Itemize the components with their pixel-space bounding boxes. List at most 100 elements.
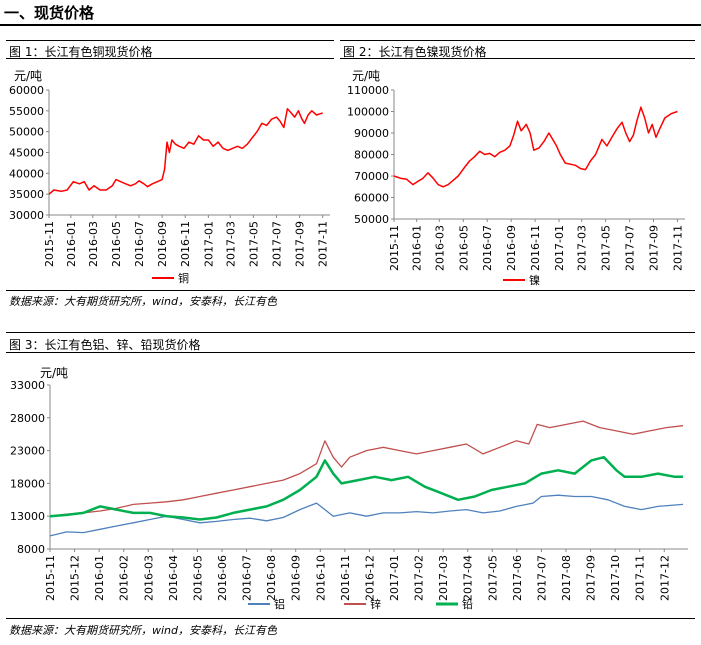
fig3-y-tick-label: 18000 (10, 477, 45, 490)
fig2-x-tick-label: 2017-09 (648, 225, 661, 271)
fig3-x-tick-label: 2016-06 (216, 555, 229, 601)
fig2-y-tick-label: 60000 (354, 192, 389, 205)
fig2-legend-label-nickel: 镍 (529, 273, 540, 287)
fig2-bottom-rule (340, 58, 695, 59)
fig1-y-tick-label: 30000 (9, 209, 44, 222)
fig2-x-tick-label: 2017-03 (576, 225, 589, 271)
fig3-source-rule (6, 618, 695, 619)
fig3-legend-label-lead: 铅 (462, 597, 473, 611)
fig3-x-tick-label: 2016-05 (191, 555, 204, 601)
fig1-x-tick-label: 2016-09 (156, 221, 169, 267)
fig2-y-tick-label: 110000 (347, 84, 389, 97)
fig2-title: 图 2：长江有色镍现货价格 (343, 45, 487, 59)
fig3-x-tick-label: 2016-03 (142, 555, 155, 601)
fig3-x-tick-label: 2015-12 (69, 555, 82, 601)
fig3-y-tick-label: 8000 (17, 543, 45, 556)
fig3-x-tick-label: 2017-06 (511, 555, 524, 601)
fig3-x-tick-label: 2017-09 (585, 555, 598, 601)
fig3-x-tick-label: 2015-11 (44, 555, 57, 601)
fig3-unit-label: 元/吨 (40, 366, 68, 380)
fig3-series-lead (49, 455, 683, 521)
fig3-x-tick-label: 2017-07 (535, 555, 548, 601)
fig2-series-nickel (393, 106, 678, 188)
fig2-x-tick-label: 2017-01 (553, 225, 566, 271)
fig2-y-tick-label: 50000 (354, 213, 389, 226)
fig3-x-tick-label: 2016-08 (265, 555, 278, 601)
fig1-y-tick-label: 55000 (9, 105, 44, 118)
fig1-x-tick-label: 2017-11 (317, 221, 330, 267)
fig3-x-tick-label: 2016-10 (314, 555, 327, 601)
fig2-x-tick-label: 2016-05 (457, 225, 470, 271)
fig3-series-zinc (49, 420, 684, 517)
fig2-x-tick-label: 2016-01 (411, 225, 424, 271)
fig3-x-tick-label: 2016-09 (290, 555, 303, 601)
fig1-x-tick-label: 2016-11 (179, 221, 192, 267)
fig1-y-tick-label: 40000 (9, 167, 44, 180)
fig2-y-tick-label: 100000 (347, 106, 389, 119)
fig1-y-tick-label: 35000 (9, 188, 44, 201)
fig3-legend-label-zinc: 锌 (370, 597, 381, 611)
fig3-x-tick-label: 2016-07 (241, 555, 254, 601)
fig3-x-tick-label: 2017-08 (560, 555, 573, 601)
fig1-x-tick-label: 2017-07 (270, 221, 283, 267)
fig2-y-tick-label: 70000 (354, 170, 389, 183)
fig3-y-tick-label: 33000 (10, 379, 45, 392)
fig3-source: 数据来源：大有期货研究所，wind，安泰科，长江有色 (9, 624, 278, 637)
fig3-x-tick-label: 2016-11 (339, 555, 352, 601)
fig2-x-tick-label: 2015-11 (388, 225, 401, 271)
fig3-top-rule (6, 332, 695, 333)
fig1-y-tick-label: 50000 (9, 126, 44, 139)
section-title: 一、现货价格 (4, 4, 95, 22)
fig1-top-rule (6, 40, 334, 41)
fig1-title: 图 1：长江有色铜现货价格 (9, 45, 153, 59)
fig2-x-tick-label: 2017-11 (671, 225, 684, 271)
fig12-source-rule (6, 290, 695, 291)
fig2-y-tick-label: 80000 (354, 149, 389, 162)
fig3-x-tick-label: 2017-02 (413, 555, 426, 601)
fig1-legend-label-copper: 铜 (178, 271, 189, 285)
fig1-x-tick-label: 2017-05 (247, 221, 260, 267)
fig3-y-tick-label: 28000 (10, 412, 45, 425)
fig1-bottom-rule (6, 58, 334, 59)
fig3-x-tick-label: 2017-11 (634, 555, 647, 601)
fig2-y-tick-label: 90000 (354, 127, 389, 140)
fig3-y-tick-label: 23000 (10, 445, 45, 458)
fig1-x-tick-label: 2017-01 (202, 221, 215, 267)
fig3-x-tick-label: 2017-04 (462, 555, 475, 601)
fig3-x-tick-label: 2016-01 (93, 555, 106, 601)
fig1-series-copper (48, 108, 323, 195)
fig1-unit-label: 元/吨 (14, 69, 42, 83)
fig3-x-tick-label: 2016-04 (167, 555, 180, 601)
fig1-y-tick-label: 60000 (9, 84, 44, 97)
fig1-x-tick-label: 2017-09 (294, 221, 307, 267)
fig1-x-tick-label: 2016-07 (133, 221, 146, 267)
fig1-x-tick-label: 2017-03 (224, 221, 237, 267)
fig3-x-tick-label: 2017-12 (658, 555, 671, 601)
fig2-x-tick-label: 2017-07 (624, 225, 637, 271)
section-divider (0, 24, 701, 26)
fig2-x-tick-label: 2016-09 (505, 225, 518, 271)
fig12-source: 数据来源：大有期货研究所，wind，安泰科，长江有色 (9, 295, 278, 308)
fig2-x-tick-label: 2017-05 (600, 225, 613, 271)
fig2-x-tick-label: 2016-07 (481, 225, 494, 271)
fig3-x-tick-label: 2017-05 (486, 555, 499, 601)
fig2-x-tick-label: 2016-11 (529, 225, 542, 271)
fig3-x-tick-label: 2017-01 (388, 555, 401, 601)
fig3-x-tick-label: 2016-02 (118, 555, 131, 601)
fig3-series-aluminum (49, 494, 684, 537)
fig3-title: 图 3：长江有色铝、锌、铅现货价格 (9, 338, 201, 352)
fig2-top-rule (340, 40, 695, 41)
fig1-x-tick-label: 2016-01 (65, 221, 78, 267)
fig3-x-tick-label: 2017-10 (609, 555, 622, 601)
fig3-bottom-rule (6, 352, 695, 353)
fig3-y-tick-label: 13000 (10, 510, 45, 523)
fig1-x-tick-label: 2015-11 (43, 221, 56, 267)
fig1-x-tick-label: 2016-05 (110, 221, 123, 267)
fig3-x-tick-label: 2016-12 (363, 555, 376, 601)
fig2-unit-label: 元/吨 (352, 69, 380, 83)
fig3-x-tick-label: 2017-03 (437, 555, 450, 601)
fig2-x-tick-label: 2016-03 (433, 225, 446, 271)
fig1-x-tick-label: 2016-03 (87, 221, 100, 267)
fig1-y-tick-label: 45000 (9, 147, 44, 160)
